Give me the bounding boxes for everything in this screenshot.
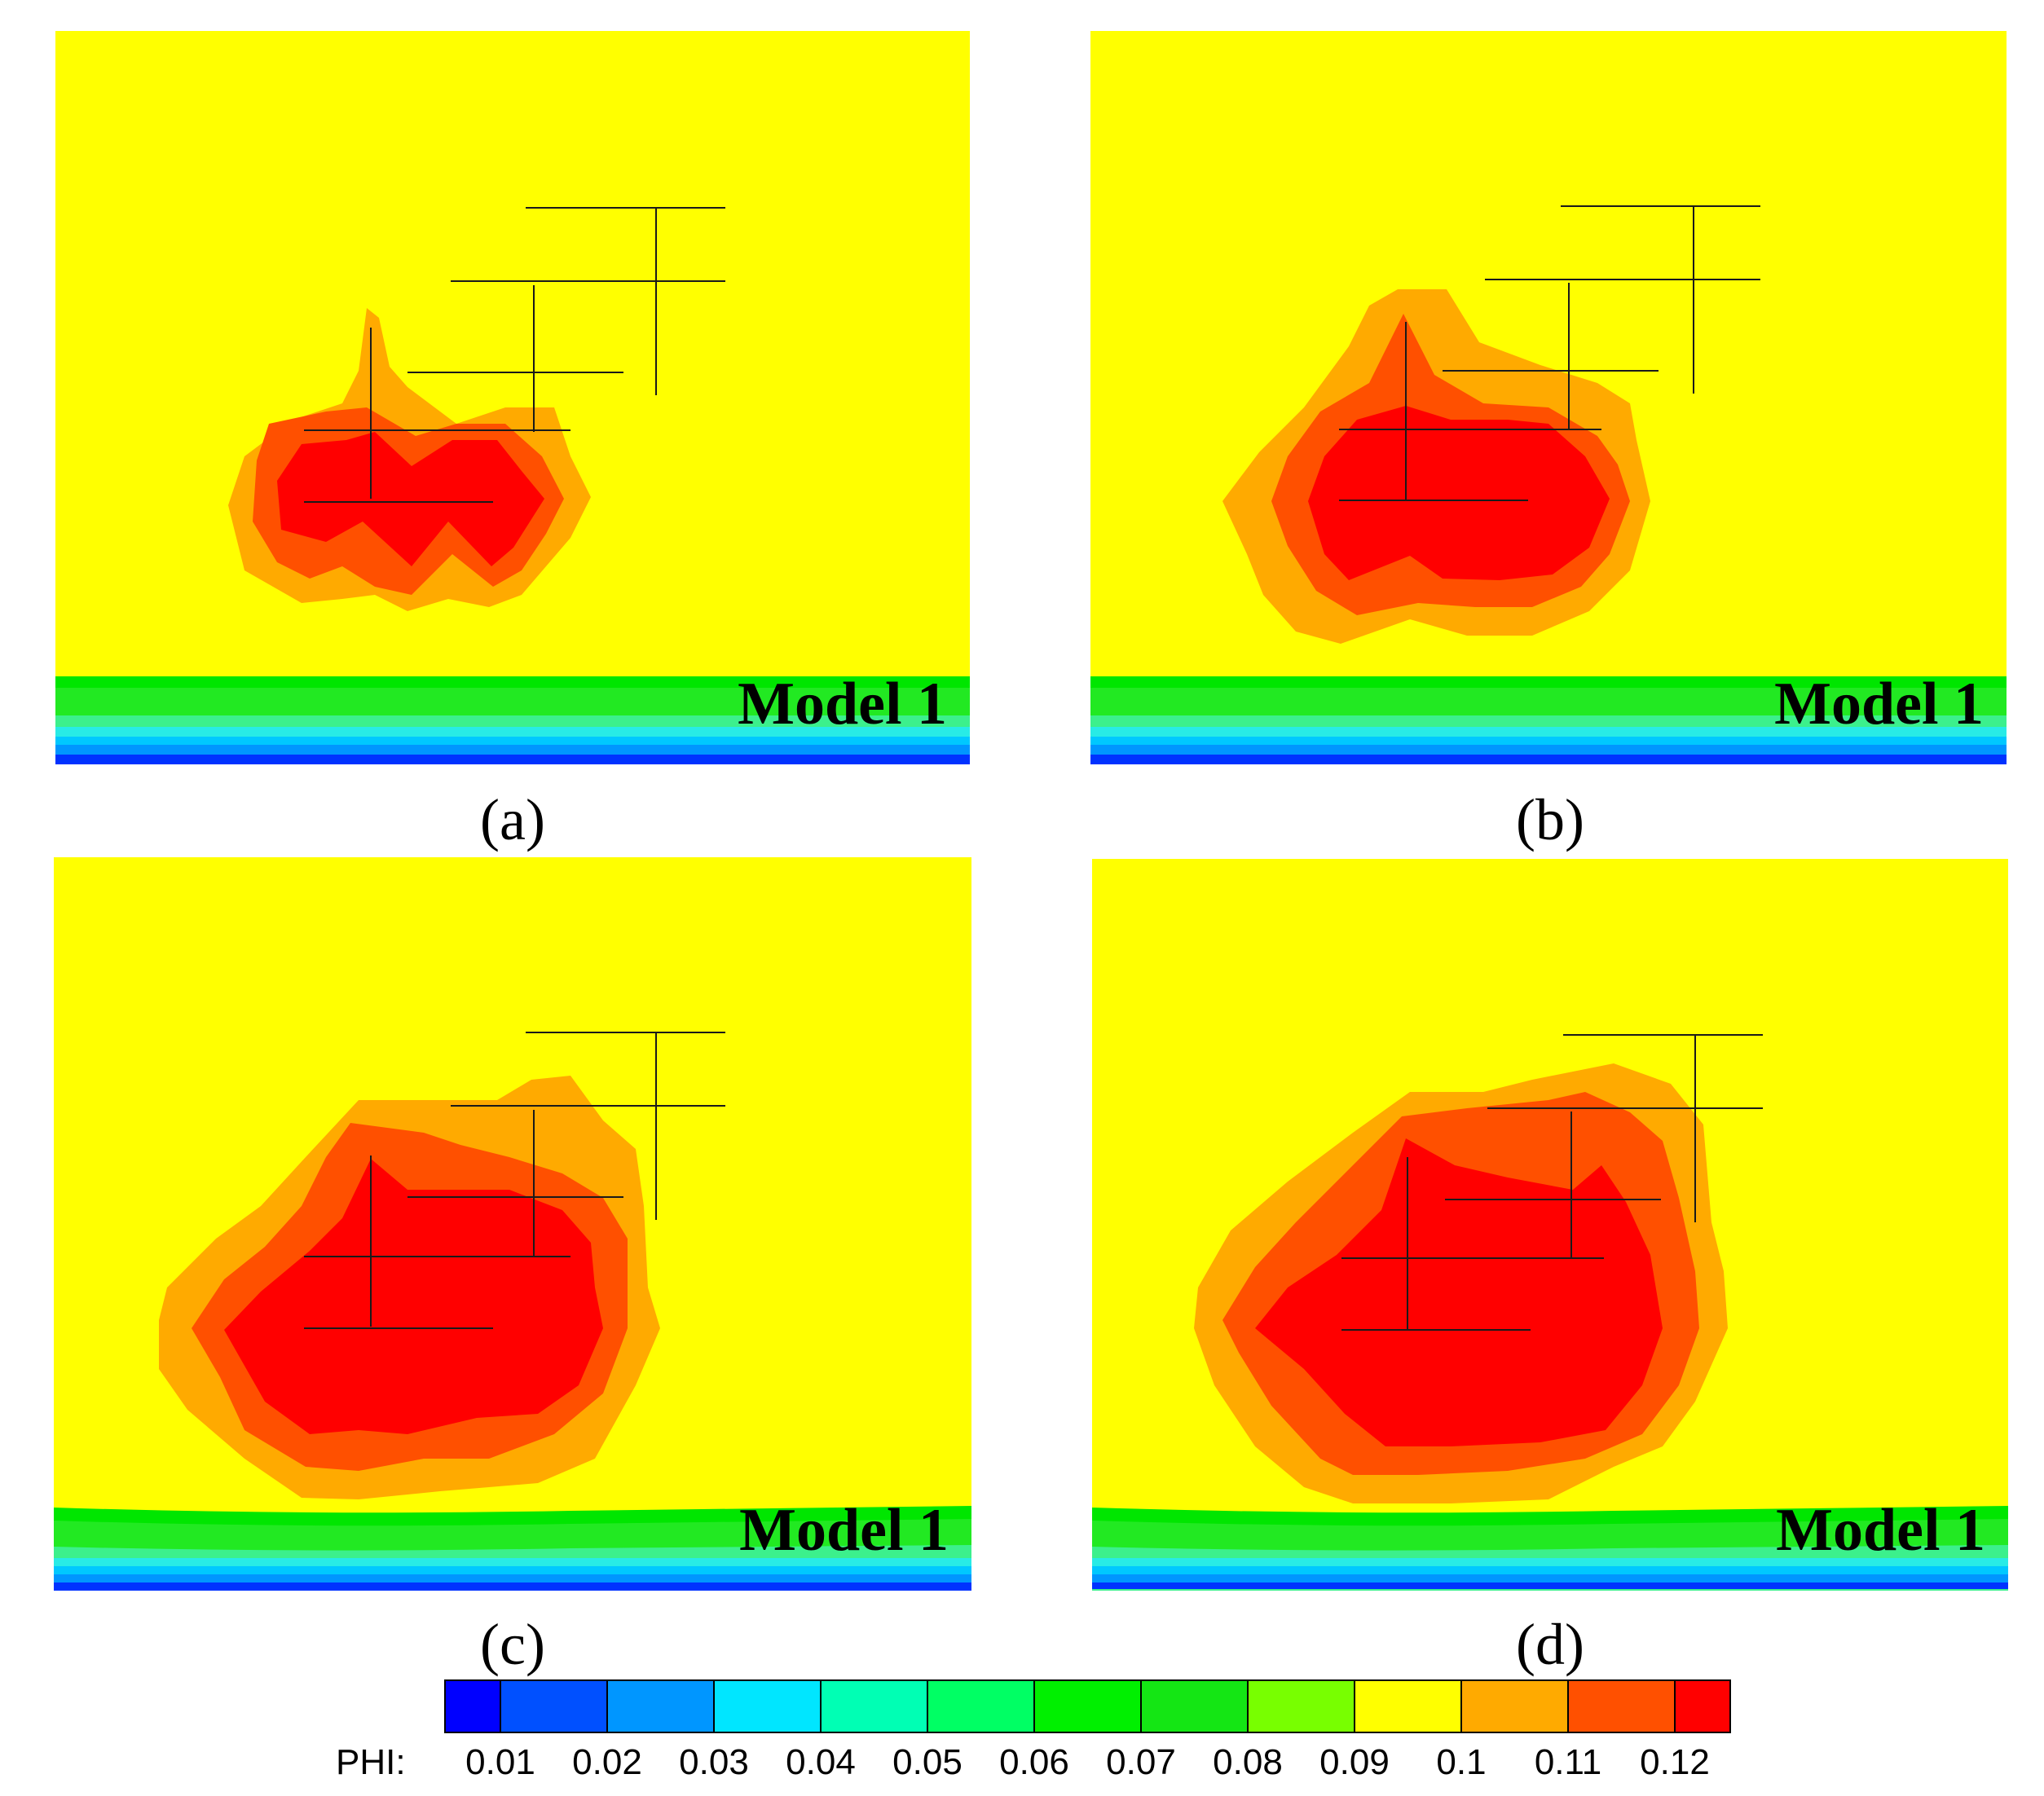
bottom-band (54, 1566, 971, 1574)
bottom-band (1090, 755, 2007, 764)
legend-cell (927, 1679, 1035, 1733)
panel-b-bottom-bands (1090, 676, 2007, 764)
legend-tick-label: 0.1 (1436, 1742, 1486, 1782)
legend-tick-label: 0.05 (892, 1742, 963, 1782)
bottom-band (1090, 745, 2007, 755)
legend-cell (1567, 1679, 1676, 1733)
bottom-band (55, 688, 970, 715)
panel-b-geometry-lines (1339, 205, 1760, 501)
plume-band-core (1255, 1138, 1663, 1446)
panel-c-label: (c) (480, 1612, 545, 1677)
color-legend: 0.01 0.02 0.03 0.04 0.05 0.06 0.07 0.08 0.09 0.1 0… (336, 1679, 1731, 1782)
legend-tick-label: 0.03 (679, 1742, 749, 1782)
bottom-band (1090, 727, 2007, 737)
panel-a-background (55, 31, 970, 764)
legend-tick-label: 0.12 (1640, 1742, 1710, 1782)
legend-tick-label: 0.04 (786, 1742, 856, 1782)
legend-cell (606, 1679, 715, 1733)
bottom-band (1092, 1574, 2008, 1583)
legend-cell (500, 1679, 608, 1733)
bottom-band (1092, 1566, 2008, 1574)
panel-d-bottom-bands (1092, 1506, 2008, 1591)
bottom-band (1092, 1558, 2008, 1566)
panel-c-bottom-bands (54, 1506, 971, 1591)
bottom-band (1090, 676, 2007, 688)
bottom-band (1090, 737, 2007, 745)
legend-title: PHI: (336, 1742, 406, 1782)
legend-tick-label: 0.07 (1106, 1742, 1176, 1782)
bottom-band (1090, 715, 2007, 727)
legend-cell (444, 1679, 501, 1733)
legend-tick-label: 0.06 (999, 1742, 1069, 1782)
legend-tick-label: 0.01 (465, 1742, 535, 1782)
bottom-band (54, 1558, 971, 1566)
plume-band-core (277, 432, 544, 566)
bottom-band (55, 755, 970, 764)
bottom-band (55, 737, 970, 745)
panel-c-model-label: Model 1 (739, 1497, 949, 1564)
legend-cell (713, 1679, 822, 1733)
bottom-band (55, 715, 970, 727)
panel-a-geometry-lines (304, 207, 725, 503)
panel-d (1092, 859, 2008, 1591)
plume-band-core (1308, 406, 1610, 580)
panel-b-label: (b) (1516, 787, 1584, 852)
legend-cell (1674, 1679, 1731, 1733)
panel-b (1090, 31, 2007, 764)
bottom-band (1090, 688, 2007, 715)
bottom-band (54, 1583, 971, 1591)
bottom-band (55, 676, 970, 688)
legend-tick-label: 0.08 (1213, 1742, 1283, 1782)
legend-color-cells (444, 1679, 1731, 1733)
panel-c-geometry-lines (304, 1032, 725, 1329)
legend-tick-label: 0.02 (572, 1742, 642, 1782)
panel-a-bottom-bands (55, 676, 970, 764)
panel-d-model-label: Model 1 (1776, 1497, 1985, 1564)
panel-a (55, 31, 970, 764)
legend-tick-label: 0.09 (1319, 1742, 1390, 1782)
bottom-band (54, 1574, 971, 1583)
plume-band-core (224, 1159, 603, 1434)
legend-cell (1247, 1679, 1355, 1733)
panel-a-model-label: Model 1 (738, 671, 947, 737)
panel-d-label: (d) (1516, 1612, 1584, 1677)
panel-a-label: (a) (480, 787, 545, 852)
legend-cell (1033, 1679, 1142, 1733)
legend-cell (1460, 1679, 1569, 1733)
panel-c (54, 857, 971, 1591)
panel-d-geometry-lines (1341, 1034, 1763, 1331)
bottom-band (55, 745, 970, 755)
bottom-band (55, 727, 970, 737)
legend-cell (1140, 1679, 1249, 1733)
legend-cell (1354, 1679, 1462, 1733)
bottom-band (1092, 1583, 2008, 1589)
legend-tick-label: 0.11 (1535, 1742, 1601, 1782)
panel-b-model-label: Model 1 (1774, 671, 1984, 737)
legend-tick-labels: 0.01 0.02 0.03 0.04 0.05 0.06 0.07 0.08 0.09 0.1 0… (465, 1742, 1710, 1782)
legend-cell (820, 1679, 928, 1733)
